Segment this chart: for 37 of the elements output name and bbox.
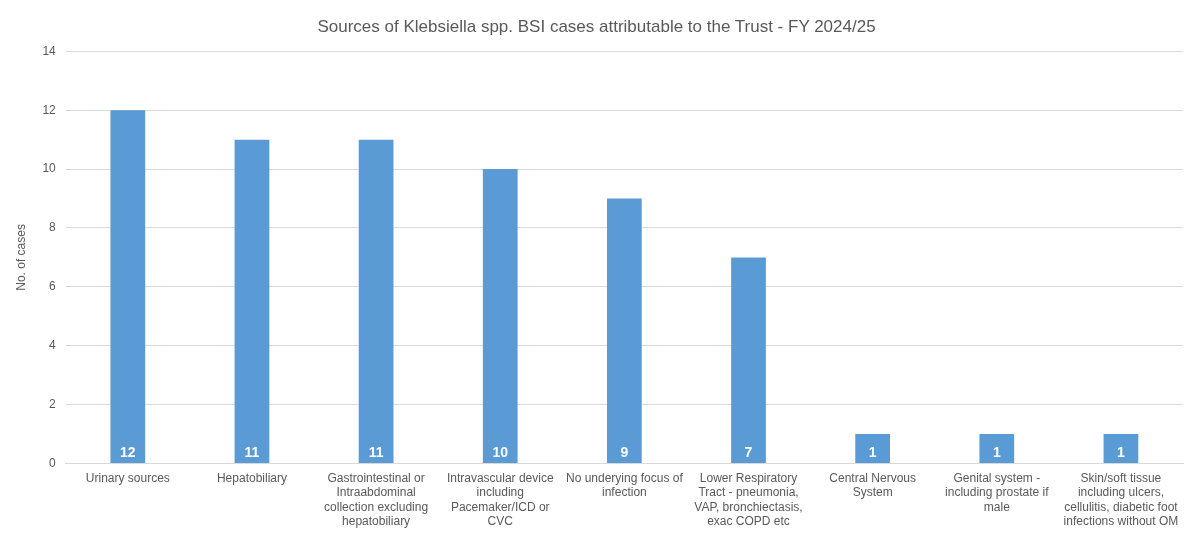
x-tick-label: Skin/soft tissue including ulcers, cellulitis, diabetic foot infections without OM [1063, 470, 1179, 529]
x-tick-label: Hepatobiliary [216, 470, 287, 485]
data-label: 1 [992, 443, 1001, 460]
y-tick-label: 10 [42, 161, 57, 176]
x-tick-label: Central Nervous System [829, 470, 916, 500]
bar [358, 139, 394, 463]
data-label: 10 [492, 443, 509, 460]
bar [1103, 433, 1139, 463]
chart-title: Sources of Klebsiella spp. BSI cases attributable to the Trust - FY 2024/25 [317, 16, 876, 36]
x-tick-label: Gastrointestinal or Intraabdominal collection excluding hepatobiliary [324, 470, 429, 529]
x-tick-label: Urinary sources [85, 470, 170, 485]
data-label: 1 [1117, 443, 1126, 460]
x-tick-label: Genital system - including prostate if male [945, 470, 1050, 514]
data-label: 1 [868, 443, 877, 460]
bar [482, 169, 518, 463]
y-tick-label: 12 [42, 102, 57, 117]
y-tick-label: 2 [49, 396, 57, 411]
x-tick-label: Intravascular device including Pacemaker/ICD or CVC [446, 470, 554, 529]
y-tick-label: 0 [49, 455, 57, 470]
bar [110, 110, 146, 463]
bar [234, 139, 270, 463]
bar [979, 433, 1015, 463]
data-label: 11 [368, 443, 384, 460]
bar [606, 198, 642, 463]
data-label: 9 [620, 443, 629, 460]
y-tick-label: 8 [49, 220, 57, 235]
data-label: 12 [120, 443, 136, 460]
data-label: 11 [244, 443, 260, 460]
x-tick-label: Lower Respiratory Tract - pneumonia, VAP, bronchiectasis, exac COPD etc [694, 470, 803, 529]
y-tick-label: 4 [49, 338, 57, 352]
bar [855, 433, 891, 463]
y-tick-label: 6 [49, 279, 57, 294]
y-axis-title: No. of cases [13, 224, 28, 291]
data-label: 7 [744, 443, 753, 460]
x-tick-label: No underying focus of infection [566, 470, 684, 500]
bar [731, 257, 766, 463]
y-tick-label: 14 [42, 43, 57, 58]
